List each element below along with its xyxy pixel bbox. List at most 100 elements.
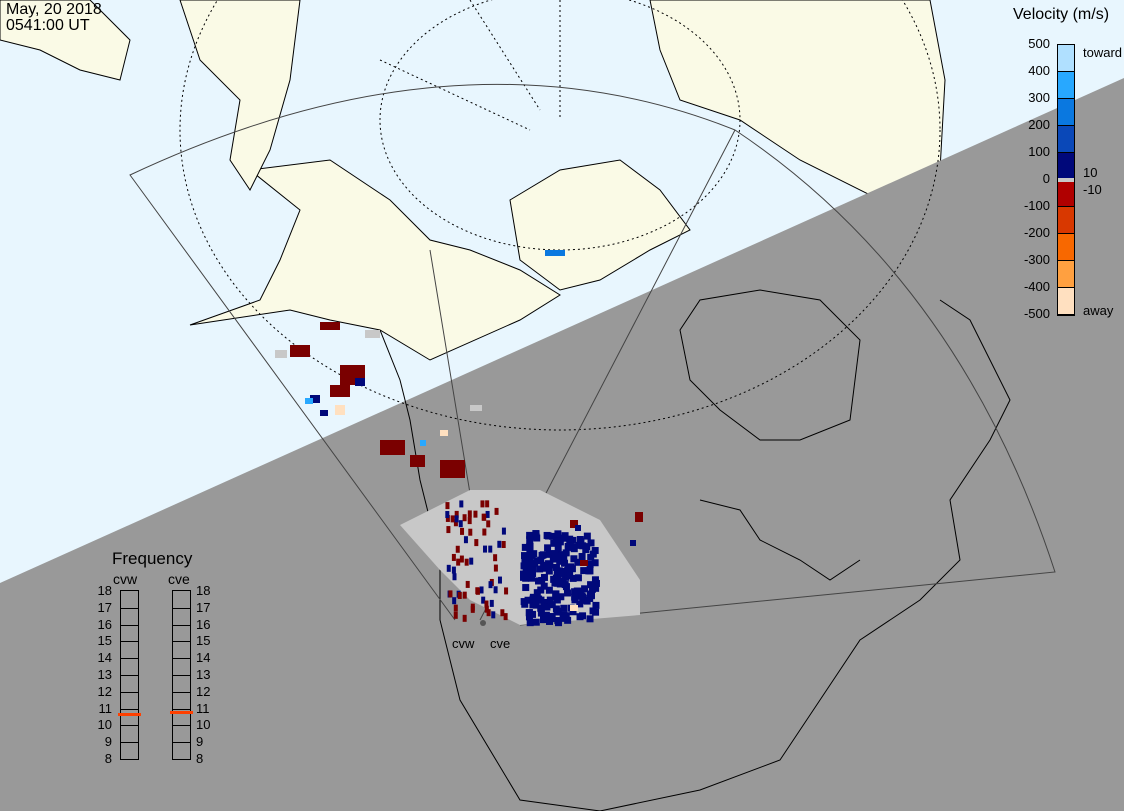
frequency-tick: 10 bbox=[97, 717, 112, 733]
scatter-cell bbox=[473, 510, 478, 518]
scatter-cell bbox=[465, 580, 470, 588]
frequency-tick: 9 bbox=[104, 734, 112, 750]
scatter-cell bbox=[521, 600, 529, 608]
scatter-cell bbox=[526, 619, 534, 627]
scatter-cell bbox=[467, 510, 472, 518]
site-label-cve: cve bbox=[490, 636, 511, 651]
scatter-cell bbox=[446, 564, 451, 572]
scatter-cell bbox=[587, 581, 595, 589]
scatter-cell bbox=[587, 592, 595, 600]
scatter-cell bbox=[574, 574, 582, 582]
greenland-land bbox=[649, 0, 946, 201]
scatter-cell bbox=[551, 550, 559, 558]
frequency-tick: 17 bbox=[97, 599, 112, 615]
scatter-cell bbox=[537, 609, 545, 617]
scatter-cell bbox=[564, 616, 572, 624]
scatter-cell bbox=[592, 601, 600, 609]
scatter-cell bbox=[467, 517, 472, 525]
day-land bbox=[0, 0, 946, 361]
frequency-tick: 13 bbox=[196, 667, 211, 682]
velocity-title: Velocity (m/s) bbox=[1013, 6, 1110, 23]
scatter-cell bbox=[571, 593, 579, 601]
scatter-cell bbox=[549, 555, 557, 563]
scatter-cell bbox=[569, 574, 577, 582]
scatter-cell bbox=[522, 574, 530, 582]
scatter-cell bbox=[537, 604, 545, 612]
scatter-cell bbox=[544, 532, 552, 540]
scatter-cell bbox=[556, 557, 564, 565]
scatter-cell bbox=[553, 537, 561, 545]
scatter-cell bbox=[559, 614, 567, 622]
velocity-tick: -100 bbox=[1023, 198, 1050, 213]
frequency-tick: 16 bbox=[196, 616, 211, 632]
scatter-cell bbox=[560, 534, 568, 542]
scatter-cell bbox=[486, 520, 491, 528]
scatter-cell bbox=[469, 557, 474, 565]
scatter-cell bbox=[497, 540, 502, 548]
scatter-cell bbox=[580, 567, 588, 575]
scatter-cell bbox=[574, 558, 582, 566]
grid-lines bbox=[179, 0, 941, 431]
scatter-cell bbox=[575, 525, 581, 531]
scatter-cell bbox=[573, 587, 581, 595]
colorbar-ground-scatter bbox=[1058, 178, 1074, 182]
scatter-cell bbox=[532, 601, 540, 609]
scatter-cell bbox=[320, 410, 328, 416]
colorbar-segment bbox=[1058, 99, 1074, 126]
date-label: May, 20 2018 bbox=[6, 1, 102, 18]
scatter-cell bbox=[440, 460, 465, 478]
freq-radar-cve: cve bbox=[168, 571, 190, 587]
frequency-tick: 12 bbox=[196, 683, 211, 699]
scatter-cell bbox=[560, 604, 568, 612]
velocity-tick: 400 bbox=[1028, 63, 1050, 78]
scatter-cell bbox=[520, 570, 528, 578]
velocity-tick: -400 bbox=[1023, 279, 1050, 294]
scatter-cell bbox=[504, 587, 509, 595]
scatter-cell bbox=[493, 586, 498, 594]
scatter-cell bbox=[546, 596, 554, 604]
scatter-cell bbox=[470, 405, 482, 411]
scatter-cell bbox=[591, 559, 599, 567]
scatter-cell bbox=[591, 547, 599, 555]
scatter-cell bbox=[480, 500, 485, 508]
scatter-cell bbox=[546, 617, 554, 625]
scatter-cell bbox=[554, 544, 562, 552]
scatter-cell bbox=[453, 611, 458, 619]
scatter-cell bbox=[500, 609, 505, 617]
scatter-cell bbox=[457, 591, 462, 599]
scatter-cell bbox=[592, 584, 600, 592]
scatter-cell bbox=[554, 607, 562, 615]
scatter-cell bbox=[290, 345, 310, 357]
scatter-cell bbox=[491, 611, 496, 619]
scatter-cell bbox=[460, 527, 465, 535]
scatter-cell bbox=[488, 581, 493, 589]
scatter-cell bbox=[575, 541, 583, 549]
scatter-cell bbox=[481, 596, 486, 604]
site-label-cvw: cvw bbox=[452, 636, 475, 651]
inner-tick-10: 10 bbox=[1083, 165, 1098, 180]
frequency-tick: 16 bbox=[97, 616, 112, 632]
scatter-cell bbox=[526, 570, 534, 578]
scatter-cell bbox=[330, 385, 350, 397]
velocity-tick: -300 bbox=[1023, 252, 1050, 267]
scatter-cell bbox=[570, 520, 578, 528]
scatter-cell bbox=[310, 395, 320, 403]
scatter-cell bbox=[475, 587, 480, 595]
scatter-cell bbox=[535, 595, 543, 603]
alaska-land bbox=[189, 159, 561, 361]
scatter-cell bbox=[497, 576, 502, 584]
scatter-cell bbox=[464, 558, 469, 566]
scatter-cell bbox=[545, 586, 553, 594]
scatter-cell bbox=[483, 545, 488, 553]
scatter-cell bbox=[578, 592, 586, 600]
frequency-tick: 18 bbox=[196, 583, 211, 598]
scatter-cell bbox=[446, 526, 451, 534]
scatter-cell bbox=[570, 555, 578, 563]
scatter-cell bbox=[410, 455, 425, 467]
scatter-cell bbox=[589, 550, 597, 558]
colorbar-segment bbox=[1058, 72, 1074, 99]
frequency-tick: 15 bbox=[97, 633, 112, 649]
scatter-cell bbox=[566, 535, 574, 543]
